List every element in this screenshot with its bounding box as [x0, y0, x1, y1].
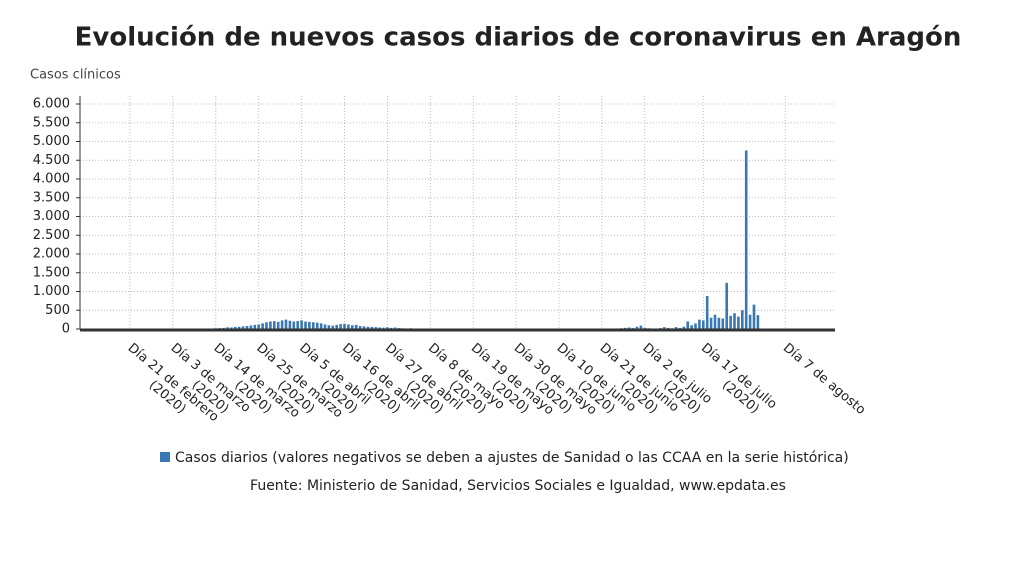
bar: [725, 283, 728, 329]
bar: [347, 325, 350, 330]
bar: [335, 325, 338, 329]
bar: [312, 322, 315, 329]
bar: [745, 151, 748, 330]
bar: [332, 326, 335, 329]
bar: [254, 325, 257, 329]
bar: [320, 323, 323, 329]
y-tick-label: 5.000: [33, 134, 70, 149]
y-axis-label: Casos clínicos: [30, 68, 121, 83]
bar: [710, 318, 713, 329]
bar: [277, 322, 280, 329]
y-tick-label: 3.500: [33, 190, 70, 205]
y-tick-label: 2.500: [33, 228, 70, 243]
bar: [757, 315, 760, 329]
y-tick-label: 4.500: [33, 153, 70, 168]
bar: [343, 324, 346, 329]
bar: [718, 318, 721, 329]
bar: [289, 321, 292, 329]
bar: [293, 322, 296, 330]
bar: [296, 321, 299, 329]
bar: [753, 305, 756, 329]
y-tick-label: 1.500: [33, 265, 70, 280]
bar: [300, 320, 303, 329]
y-tick-label: 5.500: [33, 115, 70, 130]
y-tick-label: 6.000: [33, 97, 70, 112]
bar: [324, 325, 327, 330]
bar: [694, 323, 697, 329]
bar: [281, 320, 284, 329]
legend-swatch: [160, 452, 170, 462]
bar: [265, 322, 268, 329]
y-tick-label: 0: [62, 322, 70, 337]
bar: [285, 320, 288, 329]
bar: [698, 320, 701, 329]
y-tick-label: 4.000: [33, 172, 70, 187]
bar: [714, 315, 717, 329]
bar: [722, 319, 725, 330]
bar: [749, 315, 752, 329]
bar: [339, 324, 342, 329]
legend-label: Casos diarios (valores negativos se debe…: [175, 450, 849, 466]
bar: [316, 323, 319, 329]
x-tick-label: Día 17 de julio (2020): [688, 341, 782, 427]
y-tick-label: 3.000: [33, 209, 70, 224]
bar: [355, 325, 358, 329]
bar: [351, 325, 354, 329]
bar: [257, 325, 260, 330]
bar: [261, 323, 264, 329]
y-tick-label: 1.000: [33, 284, 70, 299]
bar: [273, 321, 276, 329]
bar: [706, 296, 709, 329]
bar: [269, 322, 272, 330]
source: Fuente: Ministerio de Sanidad, Servicios…: [250, 478, 786, 494]
x-tick-label: Día 7 de agosto: [780, 341, 868, 418]
bar: [308, 322, 311, 329]
bar: [250, 325, 253, 329]
y-tick-label: 500: [45, 303, 70, 318]
bar: [690, 325, 693, 329]
bar: [304, 322, 307, 330]
bar: [640, 326, 643, 329]
bar: [733, 313, 736, 329]
bar: [328, 325, 331, 329]
bar: [729, 316, 732, 329]
bar: [737, 317, 740, 329]
chart-title: Evolución de nuevos casos diarios de cor…: [75, 23, 962, 53]
bar: [686, 322, 689, 330]
bar: [702, 320, 705, 329]
y-tick-label: 2.000: [33, 247, 70, 262]
bar: [741, 310, 744, 329]
